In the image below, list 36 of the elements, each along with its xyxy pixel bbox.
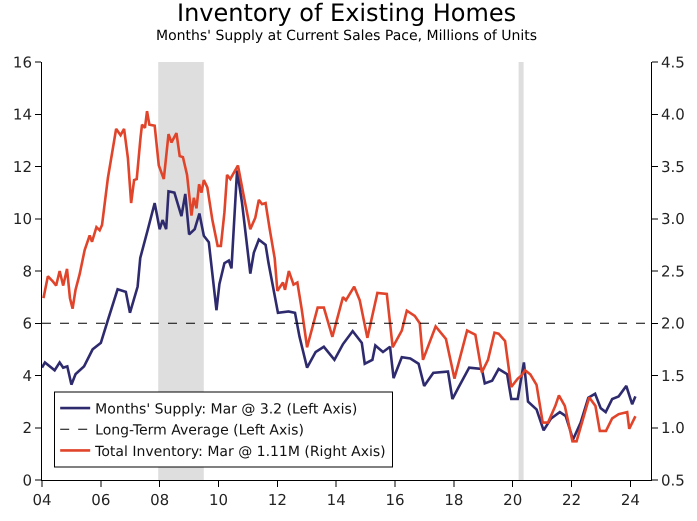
chart-subtitle: Months' Supply at Current Sales Pace, Millions of Units bbox=[156, 28, 538, 44]
y2-tick-label: 0.5 bbox=[661, 471, 685, 490]
y-tick-label: 6 bbox=[22, 314, 32, 332]
chart-title: Inventory of Existing Homes bbox=[177, 0, 516, 27]
legend-label: Months' Supply: Mar @ 3.2 (Left Axis) bbox=[95, 402, 358, 418]
y2-tick-label: 4.5 bbox=[661, 53, 685, 72]
x-tick-label: 06 bbox=[91, 491, 110, 509]
x-tick-label: 16 bbox=[385, 491, 405, 509]
x-tick-label: 18 bbox=[444, 491, 464, 509]
x-tick-label: 14 bbox=[326, 491, 346, 509]
y2-tick-label: 4.0 bbox=[661, 106, 685, 124]
y2-tick-label: 1.5 bbox=[661, 366, 685, 385]
y2-tick-label: 2.5 bbox=[661, 262, 685, 280]
x-tick-label: 04 bbox=[32, 491, 52, 509]
y2-tick-label: 2.0 bbox=[661, 314, 685, 332]
legend-label: Total Inventory: Mar @ 1.11M (Right Axis) bbox=[94, 444, 386, 460]
x-tick-label: 22 bbox=[562, 491, 582, 509]
y2-tick-label: 3.5 bbox=[661, 158, 685, 176]
y-tick-label: 0 bbox=[22, 471, 32, 490]
y-tick-label: 14 bbox=[12, 106, 32, 124]
y-tick-label: 2 bbox=[22, 419, 32, 437]
x-tick-label: 24 bbox=[620, 491, 640, 509]
y2-tick-label: 3.0 bbox=[661, 210, 685, 228]
x-tick-label: 20 bbox=[503, 491, 522, 509]
legend-label: Long-Term Average (Left Axis) bbox=[95, 422, 304, 439]
y-tick-label: 16 bbox=[12, 53, 32, 72]
line-series bbox=[42, 110, 637, 443]
y2-tick-label: 1.0 bbox=[661, 419, 685, 437]
line-series bbox=[42, 169, 637, 441]
y-tick-label: 8 bbox=[22, 262, 32, 280]
x-tick-label: 08 bbox=[150, 491, 170, 509]
y-tick-label: 12 bbox=[12, 158, 32, 176]
x-tick-label: 10 bbox=[208, 491, 228, 509]
y-tick-label: 10 bbox=[12, 210, 32, 228]
y-tick-label: 4 bbox=[22, 366, 32, 385]
x-tick-label: 12 bbox=[268, 491, 287, 509]
